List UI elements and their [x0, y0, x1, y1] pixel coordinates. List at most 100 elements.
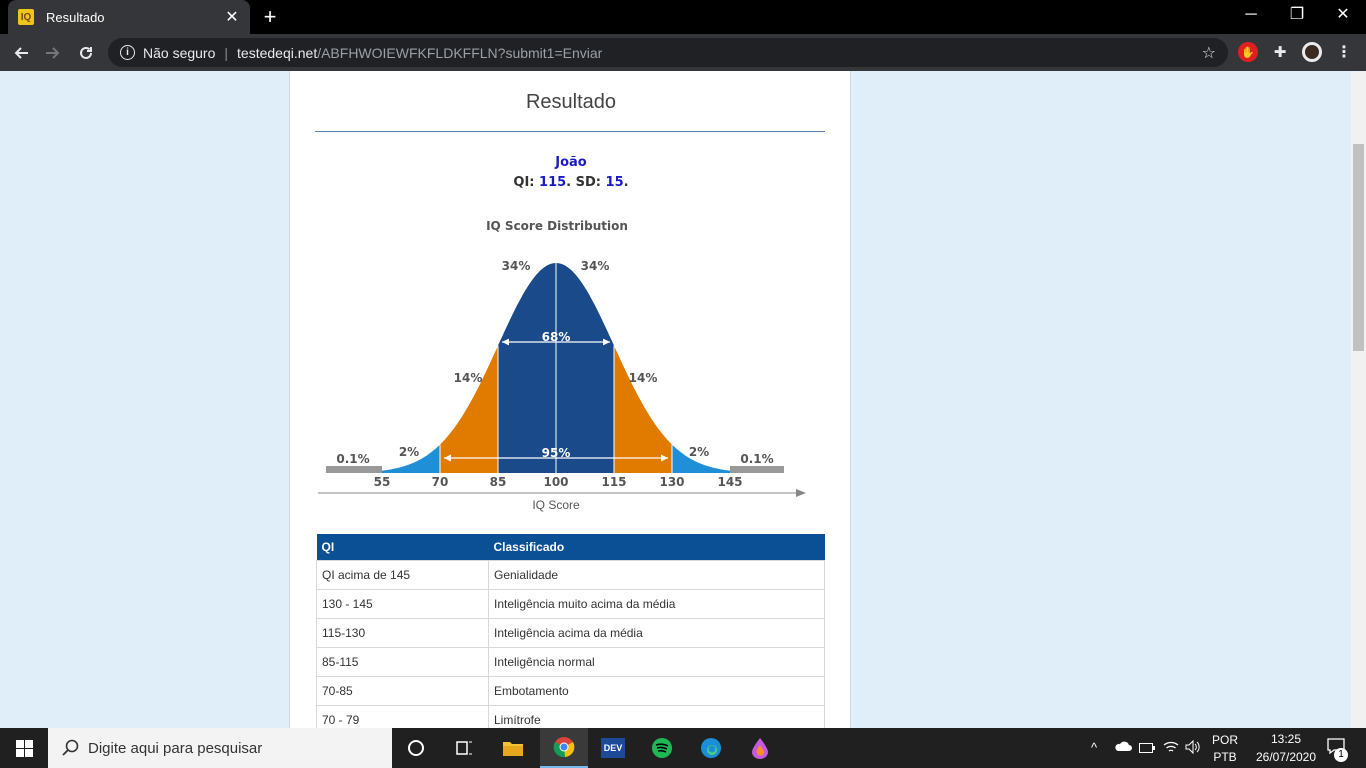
row-qi: QI acima de 145: [316, 559, 489, 590]
band-percent-label: 0.1%: [740, 452, 773, 466]
x-tick-label: 70: [432, 475, 449, 489]
language-bottom[interactable]: PTB: [1213, 750, 1237, 764]
table-row: 130 - 145 Inteligência muito acima da méd…: [316, 588, 825, 619]
period-1: .: [566, 175, 572, 190]
chart-intervals: 68%95%: [444, 263, 668, 473]
interval-arrow-left-icon: [444, 454, 451, 462]
row-qi: 70 - 79: [316, 704, 489, 728]
new-tab-button[interactable]: +: [263, 4, 277, 29]
classification-table: QI Classificado QI acima de 145 Genialida…: [316, 534, 825, 728]
chart-ticks: 55 70 85 100 115 130 145: [374, 475, 743, 489]
x-tick-label: 115: [601, 475, 626, 489]
windows-logo-icon: [15, 739, 33, 757]
x-tick-label: 85: [490, 475, 507, 489]
table-header-row: QI Classificado: [316, 534, 825, 560]
reload-button[interactable]: [71, 38, 101, 68]
chart-title: IQ Score Distribution: [486, 219, 628, 233]
tab-title: Resultado: [46, 9, 105, 25]
page-title: Resultado: [525, 91, 617, 113]
windows-taskbar: Digite aqui para pesquisar DEV ^ POR PTB…: [0, 728, 1366, 768]
back-button[interactable]: [6, 38, 36, 68]
iq-favicon-icon: IQ: [18, 9, 34, 25]
table-row: 70 - 79 Limítrofe: [316, 704, 825, 728]
notifications-button[interactable]: [1322, 738, 1350, 757]
band-area: [498, 263, 556, 473]
table-row: 85-115 Inteligência normal: [316, 646, 825, 677]
table-row: 115-130 Inteligência acima da média: [316, 617, 825, 648]
start-button[interactable]: [0, 728, 48, 768]
band-area: [326, 466, 382, 473]
bookmark-star-icon[interactable]: ☆: [1201, 44, 1216, 62]
language-top[interactable]: POR: [1211, 733, 1238, 747]
chrome-icon[interactable]: [540, 728, 588, 768]
chart-bands: 0.1% 2% 14% 34% 34% 14% 2% 0.1%: [326, 259, 784, 473]
period-2: .: [623, 175, 629, 190]
maximize-button[interactable]: ❐: [1289, 6, 1305, 23]
row-qi: 85-115: [316, 646, 489, 677]
browser-toolbar: i Não seguro | testedeqi.net /ABFHWOIEWF…: [0, 34, 1366, 71]
file-explorer-icon[interactable]: [489, 728, 537, 768]
task-view-icon[interactable]: [440, 728, 488, 768]
interval-arrow-right-icon: [603, 338, 610, 346]
row-class: Inteligência acima da média: [488, 617, 825, 648]
close-window-button[interactable]: ✕: [1336, 6, 1350, 23]
extensions-puzzle-icon[interactable]: ✚: [1273, 44, 1287, 61]
band-percent-label: 2%: [399, 445, 419, 459]
scrollbar-thumb[interactable]: [1353, 144, 1364, 351]
adblock-extension-icon[interactable]: ✋: [1238, 42, 1258, 62]
band-area: [672, 444, 730, 473]
info-icon[interactable]: i: [120, 45, 135, 60]
x-axis-label: IQ Score: [532, 498, 580, 512]
browser-titlebar: IQ Resultado ✕ + ─ ❐ ✕: [0, 0, 1366, 34]
sd-label: SD:: [575, 175, 602, 190]
address-bar[interactable]: i Não seguro | testedeqi.net /ABFHWOIEWF…: [108, 38, 1228, 67]
page-scrollbar[interactable]: [1351, 71, 1366, 728]
taskbar-search-box[interactable]: Digite aqui para pesquisar: [48, 728, 392, 768]
paint-icon[interactable]: [736, 728, 784, 768]
forward-button[interactable]: [38, 38, 68, 68]
x-tick-label: 130: [659, 475, 684, 489]
cortana-icon[interactable]: [392, 728, 440, 768]
tab-close-icon[interactable]: ✕: [225, 9, 239, 26]
volume-icon[interactable]: [1185, 739, 1201, 757]
tray-chevron-icon[interactable]: ^: [1091, 740, 1098, 755]
onedrive-icon[interactable]: [1114, 740, 1132, 755]
row-class: Embotamento: [488, 675, 825, 706]
menu-kebab-icon[interactable]: ⋮: [1336, 44, 1352, 61]
band-percent-label: 2%: [689, 445, 709, 459]
reload-icon: [80, 46, 92, 59]
header-classificado: Classificado: [488, 534, 825, 560]
row-class: Genialidade: [488, 559, 825, 590]
spotify-icon[interactable]: [638, 728, 686, 768]
search-icon: [62, 739, 79, 756]
sd-value: 15: [605, 175, 624, 190]
page-viewport: Resultado João QI: 115. SD: 15. IQ Score…: [0, 71, 1351, 728]
title-divider: [315, 131, 825, 132]
interval-arrow-right-icon: [661, 454, 668, 462]
person-name: João: [555, 155, 587, 170]
minimize-button[interactable]: ─: [1245, 6, 1257, 23]
search-placeholder: Digite aqui para pesquisar: [88, 739, 263, 757]
battery-icon[interactable]: [1139, 742, 1155, 756]
qi-label: QI:: [513, 175, 535, 190]
band-area: [556, 263, 614, 473]
url-host: testedeqi.net: [237, 44, 318, 61]
dev-icon[interactable]: DEV: [589, 728, 637, 768]
band-percent-label: 14%: [454, 371, 483, 385]
security-label: Não seguro: [143, 44, 216, 61]
row-class: Limítrofe: [488, 704, 825, 728]
clock-date[interactable]: 26/07/2020: [1255, 750, 1317, 764]
wifi-icon[interactable]: [1163, 740, 1179, 757]
x-axis-arrow-icon: [796, 489, 806, 497]
browser-tab[interactable]: IQ Resultado ✕: [8, 0, 250, 34]
edge-icon[interactable]: [687, 728, 735, 768]
clock-time[interactable]: 13:25: [1270, 732, 1302, 746]
row-class: Inteligência normal: [488, 646, 825, 677]
qi-value: 115: [539, 175, 567, 190]
profile-avatar[interactable]: [1302, 42, 1322, 62]
band-percent-label: 34%: [581, 259, 610, 273]
row-qi: 115-130: [316, 617, 489, 648]
band-area: [730, 466, 784, 473]
result-card: Resultado João QI: 115. SD: 15. IQ Score…: [289, 71, 851, 728]
band-percent-label: 0.1%: [336, 452, 369, 466]
